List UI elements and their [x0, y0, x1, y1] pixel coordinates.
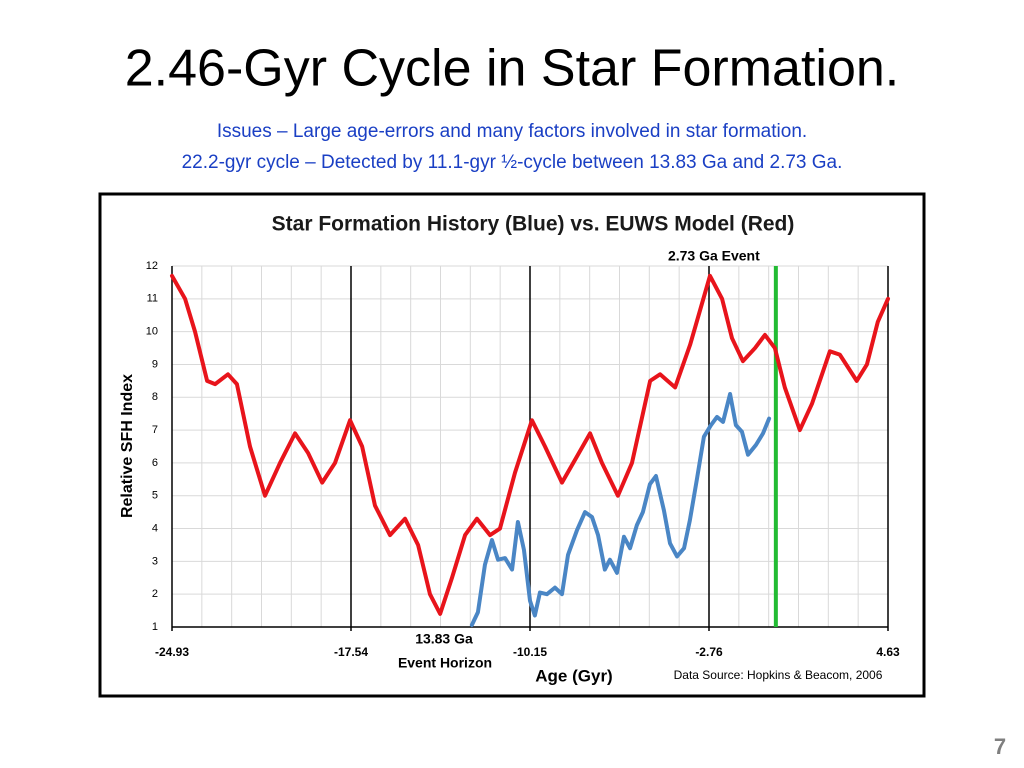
y-tick-label: 6	[152, 457, 158, 469]
page-number: 7	[994, 734, 1006, 759]
annotation: Event Horizon	[398, 655, 492, 671]
chart-frame	[98, 192, 926, 698]
y-tick-label: 2	[152, 588, 158, 600]
event-label: 2.73 Ga Event	[668, 248, 760, 264]
y-tick-label: 11	[147, 293, 158, 305]
source: Data Source: Hopkins & Beacom, 2006	[674, 668, 883, 682]
y-axis-label: Relative SFH Index	[119, 374, 136, 518]
y-tick-label: 1	[152, 621, 158, 633]
y-tick-label: 4	[152, 522, 158, 534]
x-tick-label: -17.54	[334, 645, 368, 659]
y-tick-label: 9	[152, 358, 158, 370]
x-tick-label: -10.15	[513, 645, 547, 659]
subtitle: Issues – Large age-errors and many facto…	[217, 121, 807, 142]
subtitle: 22.2-gyr cycle – Detected by 11.1-gyr ½-…	[182, 152, 843, 173]
y-tick-label: 7	[152, 424, 158, 436]
y-tick-label: 10	[146, 326, 158, 338]
y-tick-label: 5	[152, 490, 158, 502]
annotation: 13.83 Ga	[415, 631, 473, 647]
series-line	[469, 391, 772, 628]
y-tick-label: 3	[152, 555, 158, 567]
x-tick-label: -2.76	[695, 645, 723, 659]
chart-title: Star Formation History (Blue) vs. EUWS M…	[272, 213, 795, 236]
y-tick-label: 8	[152, 391, 158, 403]
series-line	[170, 273, 890, 616]
x-axis-label: Age (Gyr)	[535, 666, 612, 685]
slide-title: 2.46-Gyr Cycle in Star Formation.	[125, 40, 899, 98]
y-tick-label: 12	[146, 260, 158, 272]
x-tick-label: 4.63	[876, 645, 900, 659]
x-tick-label: -24.93	[155, 645, 189, 659]
